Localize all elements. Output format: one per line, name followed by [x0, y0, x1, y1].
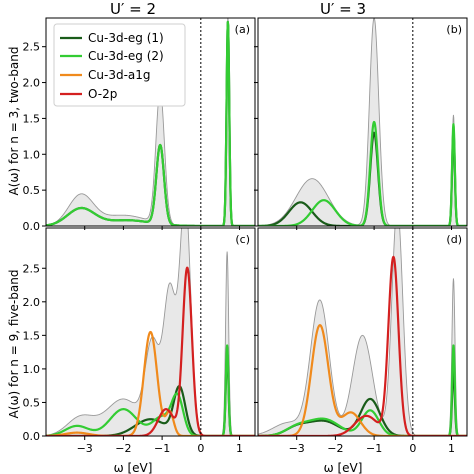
panel-frame: [257, 227, 468, 437]
series-line: [46, 351, 255, 436]
legend-label: O-2p: [88, 87, 117, 101]
y-axis-label-bottom: A(ω) for n = 9, five-band: [7, 270, 21, 419]
column-title-left: U′ = 2: [110, 0, 156, 18]
series-line: [46, 344, 255, 436]
plot-area: [46, 18, 255, 226]
plot-area: [46, 228, 255, 436]
legend-entry: Cu-3d-eg (2): [60, 49, 164, 63]
legend-label: Cu-3d-eg (2): [88, 49, 164, 63]
y-tick-label: 0.5: [23, 396, 41, 409]
y-tick-label: 2.5: [23, 41, 41, 54]
plot-area: [258, 18, 467, 226]
plot-area: [258, 228, 467, 436]
panel-frame: [45, 17, 256, 227]
legend-entry: Cu-3d-eg (1): [60, 31, 164, 45]
legend-frame: [53, 23, 186, 107]
y-tick-label: 0.5: [23, 184, 41, 197]
panel-b: (b): [254, 17, 468, 230]
legend-label: Cu-3d-a1g: [88, 68, 151, 82]
series-line: [258, 255, 467, 436]
series-line: [258, 130, 467, 226]
panel-c: −3 −2 −1 0 1 0.0 0.5 1.0 1.5 2.0 2.5 (c): [23, 227, 256, 455]
x-tick-label: −2: [115, 442, 131, 455]
series-area: [258, 228, 467, 436]
y-tick-label: 1.5: [23, 329, 41, 342]
panel-frame: [257, 17, 468, 227]
series-line: [258, 18, 467, 226]
series-line: [46, 330, 255, 436]
x-tick-label: −2: [327, 442, 343, 455]
y-axis-label-top: A(ω) for n = 3, two-band: [7, 47, 21, 196]
panel-a: 0.0 0.5 1.0 1.5 2.0 2.5 (a): [23, 17, 256, 233]
x-tick-label: 0: [197, 442, 204, 455]
x-tick-label: 0: [409, 442, 416, 455]
series-area: [258, 18, 467, 226]
y-tick-label: 1.0: [23, 363, 41, 376]
legend-label: Cu-3d-eg (1): [88, 31, 164, 45]
panel-d: −3 −2 −1 0 1 (d): [254, 227, 468, 455]
y-tick-label: 2.5: [23, 262, 41, 275]
y-tick-label: 2.0: [23, 296, 41, 309]
series-line: [258, 120, 467, 226]
panels-group: 0.0 0.5 1.0 1.5 2.0 2.5 (a) (b) −3 −2 −1 0 1 0.0 0.5 1.…: [23, 17, 468, 455]
y-tick-label: 2.0: [23, 77, 41, 90]
series-line: [46, 266, 255, 436]
x-tick-label: −3: [77, 442, 93, 455]
series-line: [258, 344, 467, 436]
y-tick-label: 1.0: [23, 148, 41, 161]
panel-tag: (b): [446, 23, 462, 36]
x-axis-label-right: ω [eV]: [324, 461, 363, 474]
x-axis-label-left: ω [eV]: [114, 461, 153, 474]
panel-tag: (d): [446, 233, 462, 246]
x-tick-label: 1: [448, 442, 455, 455]
panel-tag: (c): [235, 233, 250, 246]
legend-entry: Cu-3d-a1g: [60, 68, 151, 82]
panel-tag: (a): [235, 23, 250, 36]
column-title-right: U′ = 3: [320, 0, 366, 18]
x-tick-label: 1: [236, 442, 243, 455]
legend-entry: O-2p: [60, 87, 117, 101]
x-tick-label: −1: [154, 442, 170, 455]
series-line: [258, 228, 467, 436]
y-tick-label: 0.0: [23, 430, 41, 443]
legend: Cu-3d-eg (1) Cu-3d-eg (2) Cu-3d-a1g O-2p: [53, 23, 186, 107]
series-area: [46, 228, 255, 436]
series-line: [46, 18, 255, 226]
x-tick-label: −1: [366, 442, 382, 455]
panel-frame: [45, 227, 256, 437]
series-line: [46, 20, 255, 226]
x-tick-label: −3: [289, 442, 305, 455]
y-tick-label: 0.0: [23, 220, 41, 233]
y-tick-label: 1.5: [23, 112, 41, 125]
